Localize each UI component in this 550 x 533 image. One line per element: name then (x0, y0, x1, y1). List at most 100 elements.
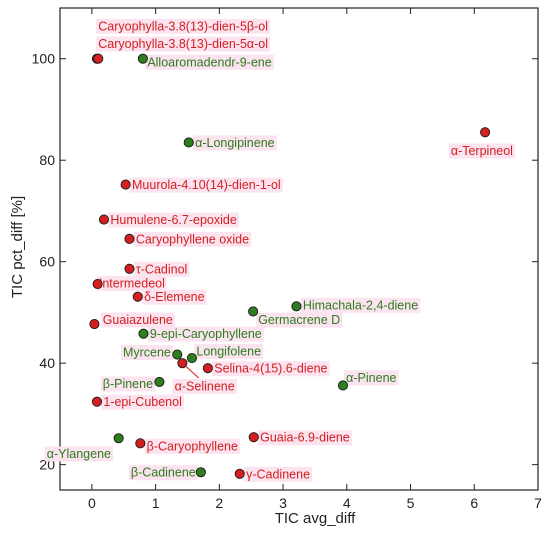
label-background (300, 297, 421, 313)
y-tick-label: 100 (32, 51, 56, 67)
point-label-group: α-Ylangene (44, 446, 114, 462)
x-axis-label: TIC avg_diff (275, 510, 356, 527)
point-label: Caryophylla-3.8(13)-dien-5α-ol (98, 37, 268, 51)
point-label-group: Alloaromadendr-9-ene (145, 54, 274, 70)
data-point (337, 380, 349, 391)
point-label: τ-Cadinol (136, 262, 188, 276)
data-point (248, 432, 259, 443)
point-label-group: Muurola-4.10(14)-dien-1-ol (130, 177, 283, 193)
point-label: δ-Elemene (144, 290, 205, 304)
point-label-group: Caryophyllene oxide (133, 231, 252, 247)
label-background (130, 177, 283, 193)
point-label: α-Terpineol (451, 144, 513, 158)
data-point (202, 363, 213, 374)
label-background (133, 231, 252, 247)
data-point (91, 396, 103, 407)
data-point (93, 53, 104, 64)
data-point (234, 468, 245, 479)
point-label-group: 1-epi-Cubenol (101, 394, 184, 410)
point-label-group: Intermedeol (96, 275, 167, 291)
point-label: Guaiazulene (103, 313, 173, 327)
label-background (344, 370, 399, 386)
label-background (96, 36, 271, 52)
point-label: Humulene-6.7-epoxide (110, 213, 237, 227)
label-background (100, 312, 175, 328)
x-tick-label: 4 (343, 495, 351, 511)
y-tick-label: 40 (39, 355, 55, 371)
data-point (154, 376, 165, 387)
point-label: β-Cadinene (131, 466, 196, 480)
point-label: Alloaromadendr-9-ene (147, 55, 271, 69)
data-point (183, 137, 194, 148)
point-label-group: β-Pinene (100, 376, 156, 392)
x-tick-label: 2 (215, 495, 223, 511)
point-label-group: Guaiazulene (100, 312, 175, 328)
point-label: Germacrene D (258, 313, 340, 327)
label-background (193, 135, 277, 151)
point-label-group: τ-Cadinol (133, 261, 190, 277)
point-label: β-Caryophyllene (147, 439, 238, 453)
point-label-group: Selina-4(15).6-diene (212, 361, 330, 377)
x-tick-label: 6 (470, 495, 478, 511)
point-label: 9-epi-Caryophyllene (150, 327, 262, 341)
x-tick-label: 3 (279, 495, 287, 511)
point-label: β-Pinene (103, 377, 153, 391)
label-background (147, 326, 264, 342)
data-point (124, 263, 135, 274)
label-background (142, 289, 207, 305)
data-point (113, 433, 124, 444)
point-label: α-Pinene (346, 371, 396, 385)
data-point (92, 278, 103, 290)
plot-frame (59, 7, 539, 491)
point-label: α-Ylangene (47, 447, 111, 461)
label-background (244, 466, 313, 482)
point-label: Longifolene (196, 344, 261, 358)
point-label-group: Longifolene (194, 343, 264, 359)
label-background (212, 361, 330, 377)
label-background (44, 446, 114, 462)
label-background (96, 275, 167, 291)
point-label: γ-Cadinene (246, 467, 310, 481)
label-background (172, 378, 237, 394)
label-background (96, 18, 271, 34)
point-label-group: Caryophylla-3.8(13)-dien-5β-ol (96, 18, 271, 34)
label-background (120, 344, 173, 360)
data-point (186, 353, 197, 364)
x-tick-label: 7 (534, 495, 542, 511)
point-label: 1-epi-Cubenol (103, 395, 182, 409)
point-label-group: 9-epi-Caryophyllene (147, 326, 264, 342)
data-point (135, 438, 146, 449)
point-label-group: α-Terpineol (448, 143, 515, 159)
point-label-group: γ-Cadinene (244, 466, 313, 482)
data-point (89, 319, 100, 330)
point-label: Himachala-2,4-diene (303, 298, 418, 312)
label-background (133, 261, 190, 277)
point-label-group: β-Cadinene (128, 465, 198, 481)
point-label: Selina-4(15).6-diene (214, 362, 327, 376)
label-background (101, 394, 184, 410)
point-label: Guaia-6.9-diene (260, 431, 350, 445)
data-point (124, 233, 135, 244)
label-background (100, 376, 156, 392)
point-labels: Caryophylla-3.8(13)-dien-5β-ol Caryophyll… (44, 18, 515, 482)
data-point (480, 127, 491, 138)
point-label-group: Myrcene (120, 344, 173, 360)
plot-area (59, 7, 539, 491)
point-label-group: α-Selinene (172, 378, 237, 394)
data-point (177, 358, 188, 369)
point-label-group: α-Pinene (344, 370, 399, 386)
point-label-group: Himachala-2,4-diene (300, 297, 421, 313)
point-label-group: α-Longipinene (193, 135, 277, 151)
data-point (132, 291, 143, 302)
label-background (194, 343, 264, 359)
point-label: α-Longipinene (195, 136, 275, 150)
data-point (172, 349, 183, 360)
point-label: Caryophyllene oxide (136, 232, 249, 246)
data-point (291, 301, 302, 312)
label-background (108, 212, 239, 228)
point-label-group: Humulene-6.7-epoxide (108, 212, 239, 228)
point-label-group: Germacrene D (256, 312, 343, 328)
point-label-group: Caryophylla-3.8(13)-dien-5α-ol (96, 36, 271, 52)
data-point (248, 306, 259, 317)
